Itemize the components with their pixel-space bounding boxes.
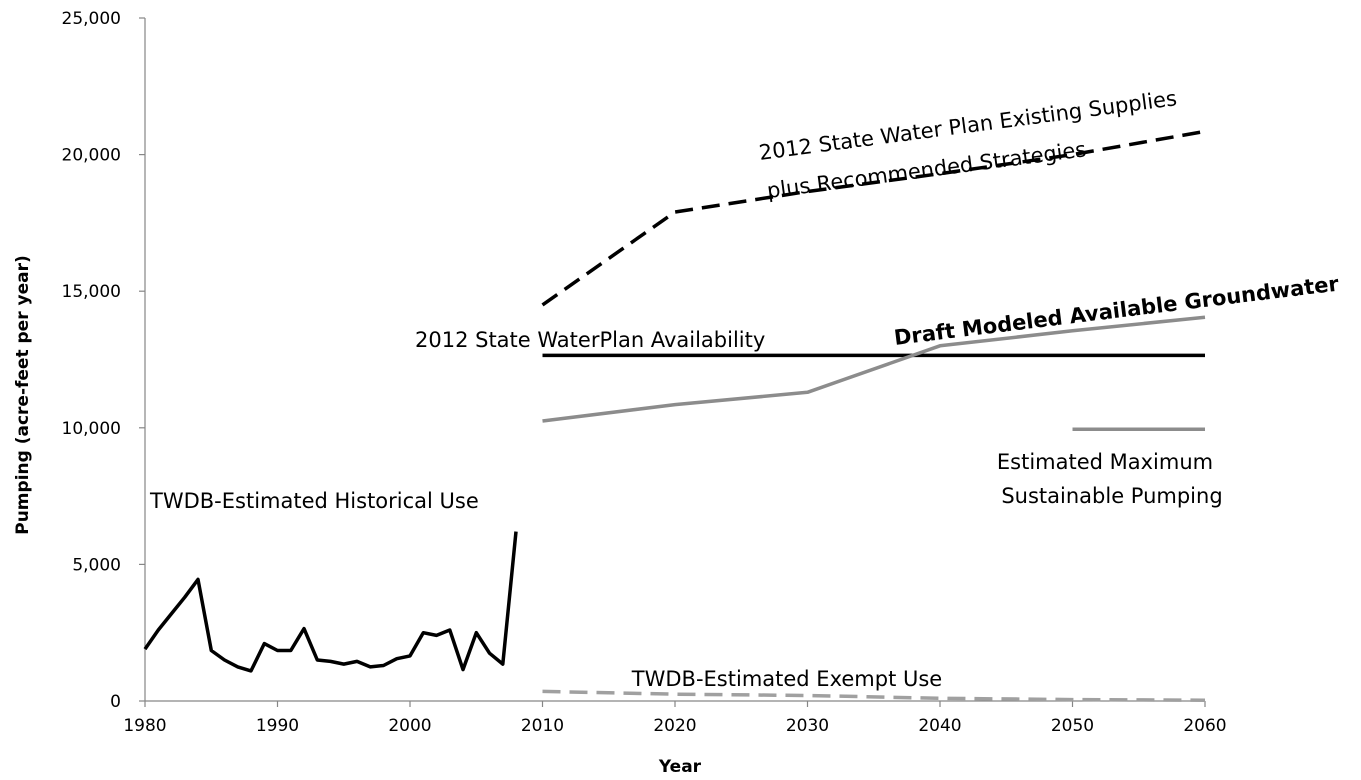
x-tick-label: 1980 [123,716,166,736]
y-tick-label: 5,000 [72,555,121,575]
x-axis-title: Year [658,757,702,777]
y-tick-label: 20,000 [62,146,121,166]
x-tick-label: 2010 [521,716,564,736]
x-ticks: 1980 1990 2000 2010 2020 2030 2040 2050 2060 [123,701,1227,736]
annotation-historical-use: TWDB-Estimated Historical Use [149,489,479,513]
y-ticks: 0 5,000 10,000 15,000 20,000 25,000 [62,9,145,712]
x-tick-label: 2020 [653,716,696,736]
series-line-twdb-estimated-exempt-use [542,689,1206,702]
x-tick-label: 2060 [1183,716,1226,736]
series-line-twdb-estimated-historical-use [143,531,518,673]
x-tick-label: 2030 [786,716,829,736]
annotation-exempt-use: TWDB-Estimated Exempt Use [631,667,942,691]
y-axis-title: Pumping (acre-feet per year) [13,255,33,535]
x-tick-label: 2000 [388,716,431,736]
y-tick-label: 25,000 [62,9,121,29]
annotation-max-sustainable-line2: Sustainable Pumping [1001,484,1222,508]
annotation-draft-mag: Draft Modeled Available Groundwater [893,272,1341,350]
y-tick-label: 15,000 [62,282,121,302]
y-tick-label: 10,000 [62,419,121,439]
annotation-swp-availability: 2012 State WaterPlan Availability [415,328,765,352]
x-tick-label: 1990 [256,716,299,736]
annotation-max-sustainable-line1: Estimated Maximum [997,450,1213,474]
series-line-2012-state-water-plan-existing-supplies-plus-recommended-strategies [541,129,1206,307]
series-layer [143,129,1206,702]
series-line-draft-modeled-available-groundwater [542,315,1206,423]
x-tick-label: 2050 [1051,716,1094,736]
x-tick-label: 2040 [918,716,961,736]
y-tick-label: 0 [110,692,121,712]
